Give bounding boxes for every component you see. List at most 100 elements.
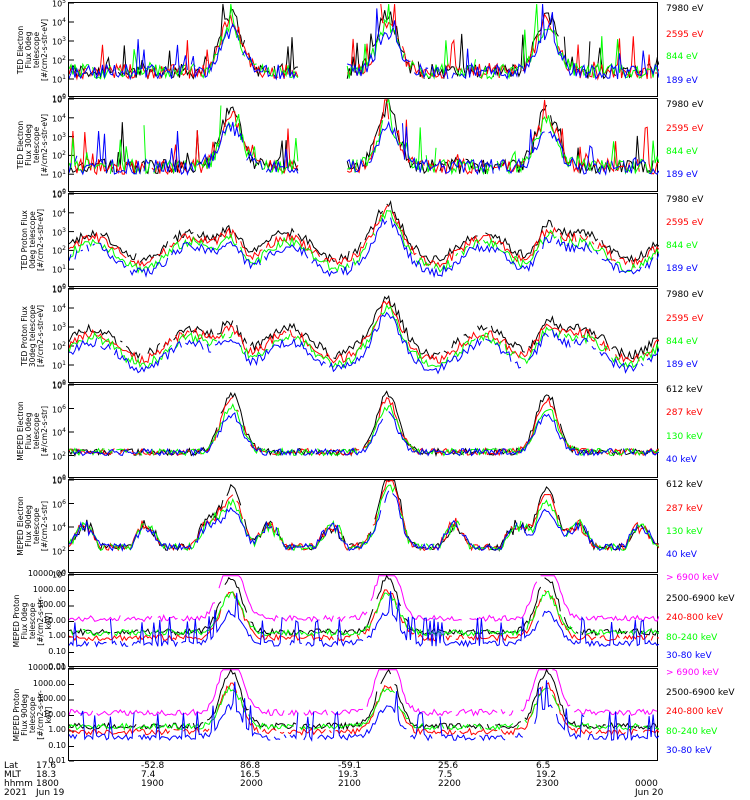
xaxis-row-label-3: 2021 [4,788,27,798]
panel-1-legend-2: 844 eV [666,147,698,157]
panel-0-plot [69,3,659,98]
panel-0-ytick-label: 100 [51,93,66,104]
panel-7-ytick-label: 0.10 [48,740,66,750]
panel-6-legend-4: 30-80 keV [666,651,712,661]
panel-4-ytick-label: 102 [51,450,66,462]
panel-5-series-3 [69,491,659,551]
xaxis-hhmm-5: 2300 [536,779,559,789]
panel-7-series-3 [69,685,659,732]
panel-5-legend-1: 287 keV [666,504,703,514]
panel-1-plot [69,99,659,193]
panel-2-ytick-label: 105 [51,189,66,200]
panel-2-ytick-label: 101 [51,264,66,275]
panel-4-ytick-label: 100 [51,474,66,485]
panel-6-ytick-label: 10000.00 [27,569,66,578]
xaxis-date-6: Jun 20 [635,788,664,798]
panel-7-ytick-label: 10.00 [43,709,66,719]
panel-0-series-2 [69,3,659,80]
xaxis-mlt-1: 7.4 [141,770,156,780]
panel-6-plot [69,575,659,668]
panel-2-legend-3: 189 eV [666,264,698,274]
panel-6-ytick-label: 100.00 [38,600,66,609]
panel-2-ytick-label: 102 [51,245,66,257]
panel-0-ytick-label: 105 [51,0,66,9]
xaxis-lat-4: 25.6 [438,761,459,771]
panel-2-legend-2: 844 eV [666,241,698,251]
panel-1-ytick-label: 105 [51,94,66,105]
xaxis-row-label-2: hhmm [4,779,33,789]
panel-5-series-1 [69,480,659,552]
panel-2-series-0 [69,199,659,264]
panel-3-legend-2: 844 eV [666,337,698,347]
xaxis-hhmm-2: 2000 [240,779,263,789]
panel-3-ytick-label: 101 [51,360,66,371]
panel-2-legend-1: 2595 eV [666,218,704,228]
panel-1-legend-3: 189 eV [666,170,698,180]
panel-0-legend-1: 2595 eV [666,30,704,40]
panel-0-ytick-label: 101 [51,74,66,85]
xaxis-row-label-0: Lat [4,761,19,771]
xaxis-hhmm-3: 2100 [338,779,361,789]
panel-7-legend-0: > 6900 keV [666,668,719,678]
panel-7-ytick-label: 0.01 [48,756,66,765]
panel-3-legend-1: 2595 eV [666,314,704,324]
panel-7-series-4 [69,680,659,742]
panel-6-series-4 [69,591,659,648]
xaxis-hhmm-0: 1800 [36,779,59,789]
xaxis-lat-1: -52.8 [141,761,165,771]
panel-2-series-3 [69,217,659,278]
panel-7-ytick-label: 10000.00 [27,663,66,672]
panel-3-series-0 [69,294,659,360]
xaxis-hhmm-4: 2200 [438,779,461,789]
xaxis-hhmm-6: 0000 [635,779,658,789]
panel-6-ytick-label: 1.00 [48,631,66,640]
panel-7-legend-2: 240-800 keV [666,707,724,717]
panel-7-ytick-label: 1.00 [48,725,66,734]
panel-7-legend-3: 80-240 keV [666,727,718,737]
xaxis-mlt-0: 18.3 [36,770,57,780]
panel-0-legend-3: 189 eV [666,76,698,86]
panel-2-legend-0: 7980 eV [666,195,704,205]
panel-3-ytick-label: 100 [51,379,66,390]
panel-4-ytick-label: 104 [51,427,66,438]
panel-4-series-3 [72,411,659,457]
panel-2-ytick-label: 104 [51,207,66,219]
xaxis-mlt-4: 7.5 [438,770,453,780]
panel-5-legend-2: 130 keV [666,527,703,537]
panel-1-legend-1: 2595 eV [666,124,704,134]
panel-2 [68,193,659,288]
panel-5-legend-0: 612 keV [666,480,703,490]
panel-0-legend-2: 844 eV [666,52,698,62]
panel-6-ytick-label: 1000.00 [32,584,66,594]
panel-6-ytick-label: 10.00 [43,615,66,625]
panel-5-ytick-label: 100 [51,569,66,580]
panel-5 [68,479,659,574]
xaxis-lat-0: 17.6 [36,761,57,771]
xaxis-mlt-2: 16.5 [240,770,261,780]
panel-1-ytick-label: 101 [51,169,66,180]
panel-3-legend-3: 189 eV [666,360,698,370]
panel-7-legend-4: 30-80 keV [666,746,712,756]
panel-3-series-3 [69,311,659,375]
xaxis-mlt-5: 19.2 [536,770,557,780]
xaxis-mlt-3: 19.3 [338,770,359,780]
panel-3-series-2 [69,304,659,369]
xaxis-lat-5: 6.5 [536,761,551,771]
panel-2-plot [69,194,659,288]
panel-5-ytick-label: 108 [51,475,66,486]
panel-0-ytick-label: 104 [51,17,66,28]
panel-7-legend-1: 2500-6900 keV [666,688,735,698]
panel-3-plot [69,289,659,384]
panel-7-series-2 [69,682,659,736]
panel-0-legend-0: 7980 eV [666,4,704,14]
panel-6-legend-2: 240-800 keV [666,613,724,623]
panel-7-series-0 [69,669,658,717]
panel-7-ytick-label: 100.00 [38,694,66,703]
panel-1-ytick-label: 103 [51,131,66,143]
panel-0-ytick-label: 103 [51,36,66,47]
panel-6-ytick-label: 0.01 [48,662,66,671]
panel-4-ytick-label: 106 [51,403,66,415]
panel-6 [68,574,659,668]
panel-7-plot [69,669,659,762]
panel-0-ytick-label: 102 [51,55,66,66]
